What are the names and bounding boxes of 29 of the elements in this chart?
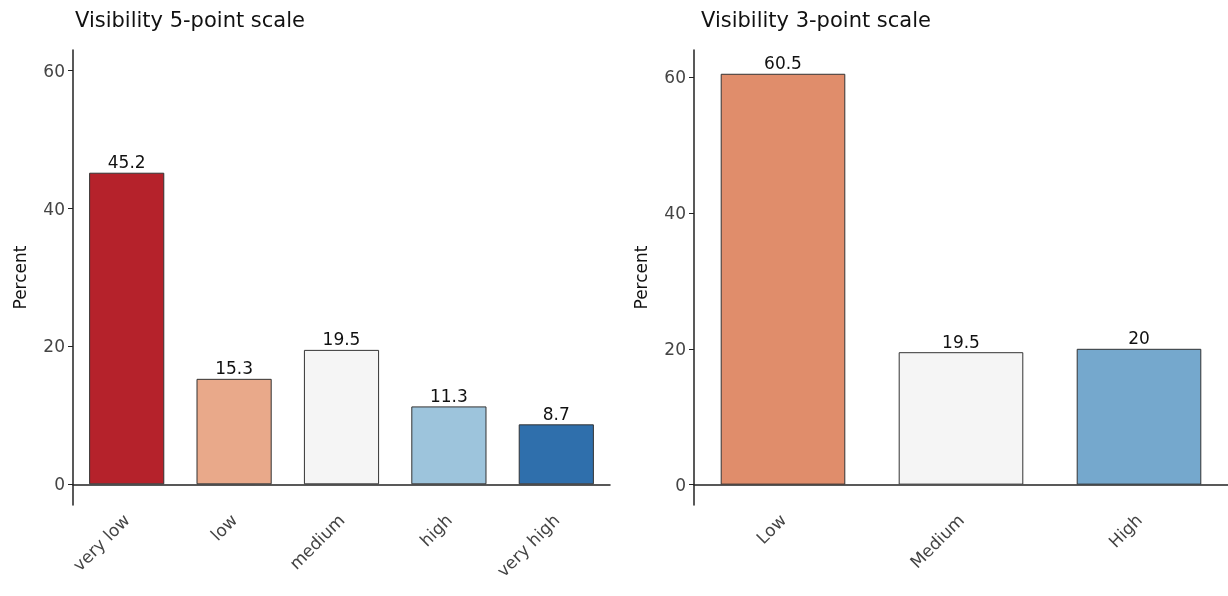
y-tick-label: 20 <box>43 336 65 357</box>
y-tick-label: 20 <box>664 338 686 359</box>
y-tick-label: 60 <box>664 67 686 88</box>
y-axis-title: Percent <box>630 245 651 310</box>
y-tick-label: 40 <box>664 202 686 223</box>
data-label: 19.5 <box>942 331 980 352</box>
bar <box>518 424 594 485</box>
data-label: 60.5 <box>764 53 802 74</box>
chart-title: Visibility 3-point scale <box>701 7 931 32</box>
bar <box>303 349 380 485</box>
data-label: 45.2 <box>107 152 146 173</box>
data-label: 15.3 <box>215 358 254 379</box>
y-axis-title: Percent <box>9 245 30 310</box>
data-label: 8.7 <box>542 403 570 424</box>
y-tick-label: 60 <box>43 60 65 81</box>
data-label: 20 <box>1128 328 1150 349</box>
bar <box>89 172 165 485</box>
data-label: 19.5 <box>322 329 361 350</box>
bar <box>898 352 1024 485</box>
bar <box>411 406 487 485</box>
bar <box>720 73 846 485</box>
y-tick-label: 0 <box>675 474 686 495</box>
y-tick-label: 40 <box>43 198 65 219</box>
bar <box>196 378 272 485</box>
bar <box>1076 348 1202 485</box>
y-tick-label: 0 <box>54 474 65 495</box>
chart-title: Visibility 5-point scale <box>75 7 305 32</box>
data-label: 11.3 <box>429 385 468 406</box>
x-tick-label: low <box>206 509 242 545</box>
